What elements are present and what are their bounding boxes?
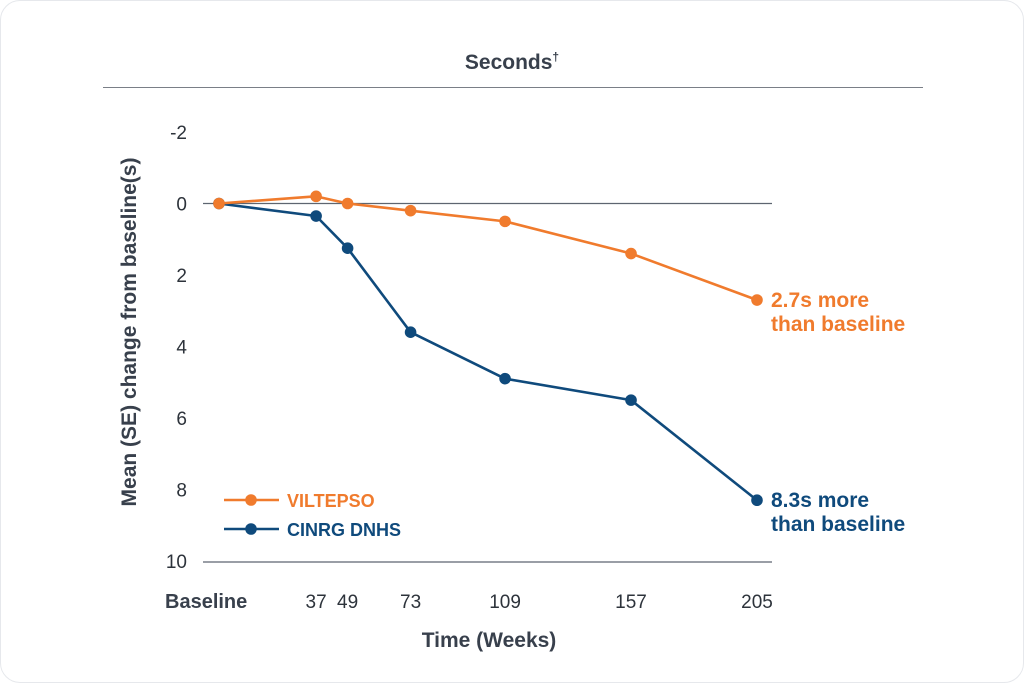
legend-label: CINRG DNHS [287,520,401,540]
end-label: 8.3s more than baseline [771,489,905,536]
legend-marker [245,523,257,535]
y-tick-label: 2 [176,266,187,287]
data-point [404,326,417,339]
data-point [310,210,322,222]
data-point [341,197,354,210]
series-line [218,202,758,502]
data-point [404,204,417,217]
data-point [213,197,225,210]
data-point [625,247,637,260]
x-tick-label: 73 [400,592,421,613]
legend-label: VILTEPSO [287,491,375,511]
data-point [625,394,637,406]
x-tick-label: 109 [489,592,521,613]
x-axis-title: Time (Weeks) [422,629,557,652]
y-tick-label: 10 [166,552,187,573]
series-line [218,195,758,302]
data-point [499,372,511,385]
y-tick-label: -2 [170,123,187,144]
x-tick-label-baseline: Baseline [165,591,247,613]
x-tick-label: 37 [306,592,327,613]
y-tick-label: 4 [176,338,187,359]
data-point [499,215,511,228]
x-tick-label: 205 [741,592,773,613]
legend-marker [245,494,257,506]
data-point [751,294,763,306]
end-label: 2.7s more than baseline [771,289,905,336]
title-divider [103,87,923,88]
data-point [751,494,763,507]
x-tick-label: 157 [615,592,647,613]
chart-title: Seconds† [464,50,560,74]
y-tick-label: 6 [176,409,187,430]
data-point [310,190,322,203]
y-tick-label: 8 [176,481,187,502]
y-tick-label: 0 [176,195,187,216]
data-point [341,242,354,254]
x-tick-label: 49 [337,592,358,613]
y-axis-title: Mean (SE) change from baseline(s) [118,158,141,507]
